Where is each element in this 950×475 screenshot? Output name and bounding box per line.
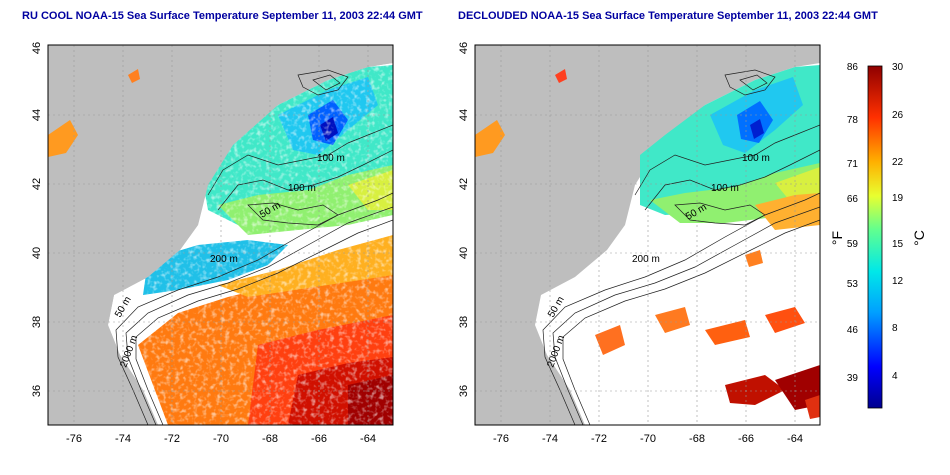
right-map-panel	[475, 45, 820, 425]
f-tick-label: 78	[847, 115, 859, 126]
c-tick-label: 4	[892, 371, 898, 382]
left-lat-axis: 36 38 40 42 44 46	[31, 42, 43, 397]
colorbar-gradient	[867, 65, 883, 409]
lon-tick-label: -76	[493, 433, 509, 445]
lon-tick-label: -72	[591, 433, 607, 445]
lat-tick-label: 40	[31, 247, 43, 259]
lon-tick-label: -68	[689, 433, 705, 445]
contour-label: 200 m	[210, 254, 238, 265]
lon-tick-label: -70	[640, 433, 656, 445]
f-tick-label: 66	[847, 194, 859, 205]
c-tick-label: 12	[892, 276, 904, 287]
temperature-colorbar: 86 78 71 66 59 53 46 39 30 26 22 19 15 1…	[829, 62, 927, 409]
lon-tick-label: -64	[360, 433, 376, 445]
right-lon-axis: -76 -74 -72 -70 -68 -66 -64	[493, 433, 803, 445]
lat-tick-label: 46	[458, 42, 470, 54]
left-map-frame	[47, 44, 394, 426]
lat-tick-label: 42	[458, 178, 470, 190]
lon-tick-label: -64	[787, 433, 803, 445]
lat-tick-label: 40	[458, 247, 470, 259]
c-tick-label: 30	[892, 62, 904, 73]
c-tick-label: 26	[892, 110, 904, 121]
c-tick-label: 22	[892, 157, 904, 168]
lon-tick-label: -70	[213, 433, 229, 445]
contour-label: 100 m	[317, 153, 345, 164]
lon-tick-label: -76	[66, 433, 82, 445]
c-tick-label: 8	[892, 323, 898, 334]
f-tick-label: 59	[847, 239, 859, 250]
left-lon-axis: -76 -74 -72 -70 -68 -66 -64	[66, 433, 376, 445]
contour-label: 100 m	[742, 153, 770, 164]
contour-label: 200 m	[632, 254, 660, 265]
colorbar-c-ticks: 30 26 22 19 15 12 8 4	[892, 62, 904, 382]
right-graticule	[475, 45, 820, 425]
left-sst-image	[48, 45, 393, 425]
lat-tick-label: 44	[458, 109, 470, 121]
lat-tick-label: 38	[458, 316, 470, 328]
right-sst-image	[475, 45, 820, 425]
colorbar-f-ticks: 86 78 71 66 59 53 46 39	[847, 62, 859, 384]
f-tick-label: 39	[847, 373, 859, 384]
lat-tick-label: 38	[31, 316, 43, 328]
lon-tick-label: -74	[542, 433, 558, 445]
lat-tick-label: 42	[31, 178, 43, 190]
left-map-title: RU COOL NOAA-15 Sea Surface Temperature …	[22, 10, 423, 22]
lat-tick-label: 44	[31, 109, 43, 121]
c-tick-label: 19	[892, 193, 904, 204]
left-map-panel	[48, 45, 393, 425]
contour-label: 100 m	[288, 183, 316, 194]
lat-tick-label: 36	[458, 385, 470, 397]
right-map-frame	[474, 44, 821, 426]
lon-tick-label: -66	[738, 433, 754, 445]
contour-label: 100 m	[711, 183, 739, 194]
left-graticule	[48, 45, 393, 425]
lon-tick-label: -72	[164, 433, 180, 445]
right-lat-axis: 36 38 40 42 44 46	[458, 42, 470, 397]
lat-tick-label: 36	[31, 385, 43, 397]
right-map-title: DECLOUDED NOAA-15 Sea Surface Temperatur…	[458, 10, 878, 22]
colorbar-fahrenheit-label: °F	[829, 231, 845, 245]
c-tick-label: 15	[892, 239, 904, 250]
f-tick-label: 53	[847, 279, 859, 290]
lon-tick-label: -68	[262, 433, 278, 445]
lon-tick-label: -66	[311, 433, 327, 445]
colorbar-celsius-label: °C	[911, 230, 927, 246]
lon-tick-label: -74	[115, 433, 131, 445]
f-tick-label: 71	[847, 159, 859, 170]
f-tick-label: 46	[847, 325, 859, 336]
lat-tick-label: 46	[31, 42, 43, 54]
f-tick-label: 86	[847, 62, 859, 73]
